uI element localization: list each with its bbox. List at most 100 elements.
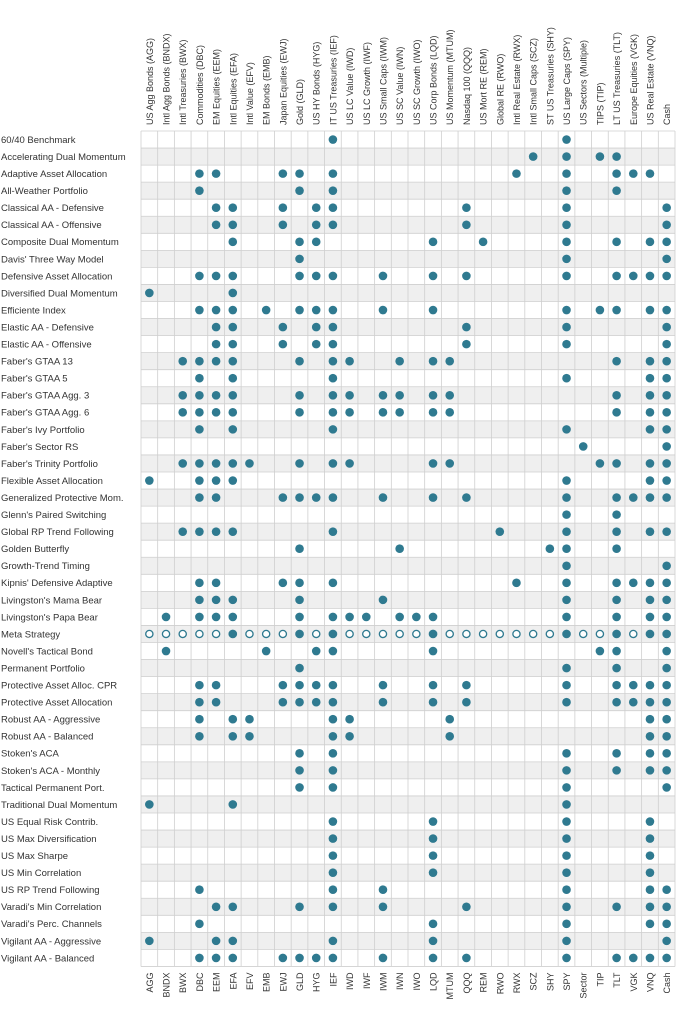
holding-dot [228, 612, 238, 622]
row-label: Kipnis' Defensive Adaptive [1, 578, 113, 589]
holding-dot [645, 680, 655, 690]
holding-dot [612, 305, 621, 315]
column-ticker: IWD [345, 972, 355, 990]
holding-dot [178, 408, 188, 417]
holding-dot [562, 783, 571, 792]
holding-dot [211, 680, 221, 690]
row-label: Vigilant AA - Aggressive [1, 936, 101, 947]
row-label: Meta Strategy [1, 629, 60, 640]
holding-dot [161, 629, 171, 639]
holding-dot [395, 629, 404, 639]
holding-dot [612, 595, 621, 605]
holding-dot [195, 680, 204, 690]
holding-dot [612, 408, 621, 417]
holding-dot [428, 834, 438, 843]
row-label: Stoken's ACA [1, 749, 59, 760]
column-header: US Momentum (MTUM) [445, 29, 455, 125]
holding-dot [662, 442, 671, 451]
holding-dot [278, 697, 288, 707]
column-header: Intl Agg Bonds (BNDX) [162, 33, 172, 125]
column-header: Europe Equities (VGK) [629, 34, 639, 125]
holding-dot [512, 578, 521, 588]
holding-dot [328, 135, 338, 144]
column-header: Intl Treasuries (BWX) [178, 39, 188, 125]
holding-dot [211, 902, 221, 912]
holding-dot [612, 680, 621, 690]
holding-dot [211, 953, 221, 963]
column-ticker: VNQ [645, 972, 655, 992]
holding-dot [145, 476, 154, 485]
holding-dot [345, 629, 354, 639]
holding-dot [645, 595, 655, 605]
holding-dot [562, 220, 571, 230]
holding-dot [645, 868, 655, 877]
holding-dot [562, 169, 571, 178]
holding-dot [495, 527, 505, 536]
holding-dot [195, 953, 204, 963]
holding-dot [562, 254, 571, 264]
holding-dot [562, 697, 571, 707]
holding-dot [562, 834, 571, 843]
row-label: Livingston's Mama Bear [1, 595, 102, 606]
holding-dot [228, 288, 238, 298]
holding-dot [228, 936, 238, 946]
holding-dot [645, 271, 655, 281]
holding-dot [612, 612, 621, 622]
holding-dot [161, 612, 171, 622]
column-header: US HY Bonds (HYG) [312, 42, 322, 125]
holding-dot [562, 271, 571, 281]
holding-dot [395, 356, 404, 366]
holding-dot [195, 731, 204, 741]
holding-dot [612, 237, 621, 247]
holding-dot [178, 356, 188, 366]
holding-dot [645, 493, 655, 502]
holding-dot [295, 766, 304, 775]
holding-dot [328, 953, 338, 963]
holding-dot [395, 612, 404, 622]
holding-dot [311, 203, 321, 213]
holding-dot [195, 305, 204, 315]
holding-dot [378, 680, 388, 690]
holding-dot [562, 902, 571, 912]
holding-dot [311, 305, 321, 315]
holding-dot [428, 305, 438, 315]
holding-dot [428, 390, 438, 400]
column-header: Intl Real Estate (RWX) [512, 35, 522, 125]
holding-dot [528, 152, 538, 161]
holding-dot [445, 356, 455, 366]
holding-dot [428, 936, 438, 946]
column-ticker: TLT [612, 972, 622, 988]
holding-dot [612, 186, 621, 195]
holding-dot [328, 885, 338, 895]
holding-dot [662, 408, 671, 417]
holding-dot [378, 953, 388, 963]
row-label: Faber's Sector RS [1, 442, 78, 453]
row-label: Stoken's ACA - Monthly [1, 766, 100, 777]
holding-dot [378, 697, 388, 707]
holding-dot [295, 356, 304, 366]
holding-dot [378, 493, 388, 502]
holding-dot [462, 902, 471, 912]
holding-dot [445, 408, 455, 417]
holding-dot [195, 356, 204, 366]
holding-dot [662, 953, 671, 963]
holding-dot [645, 237, 655, 247]
holding-dot [211, 322, 221, 332]
holding-dot [645, 527, 655, 536]
holding-dot [562, 612, 571, 622]
holding-dot [562, 476, 571, 485]
holding-dot [345, 714, 354, 724]
holding-dot [612, 493, 621, 502]
holding-dot [145, 800, 154, 809]
holding-dot [645, 834, 655, 843]
column-ticker: IWM [378, 972, 388, 991]
holding-dot [278, 339, 288, 349]
holding-dot [211, 339, 221, 349]
holding-dot [195, 493, 204, 502]
holding-dot [562, 237, 571, 247]
holding-dot [462, 953, 471, 963]
holding-dot [295, 953, 304, 963]
holding-dot [278, 220, 288, 230]
holding-dot [211, 527, 221, 536]
holding-dot [595, 152, 605, 161]
